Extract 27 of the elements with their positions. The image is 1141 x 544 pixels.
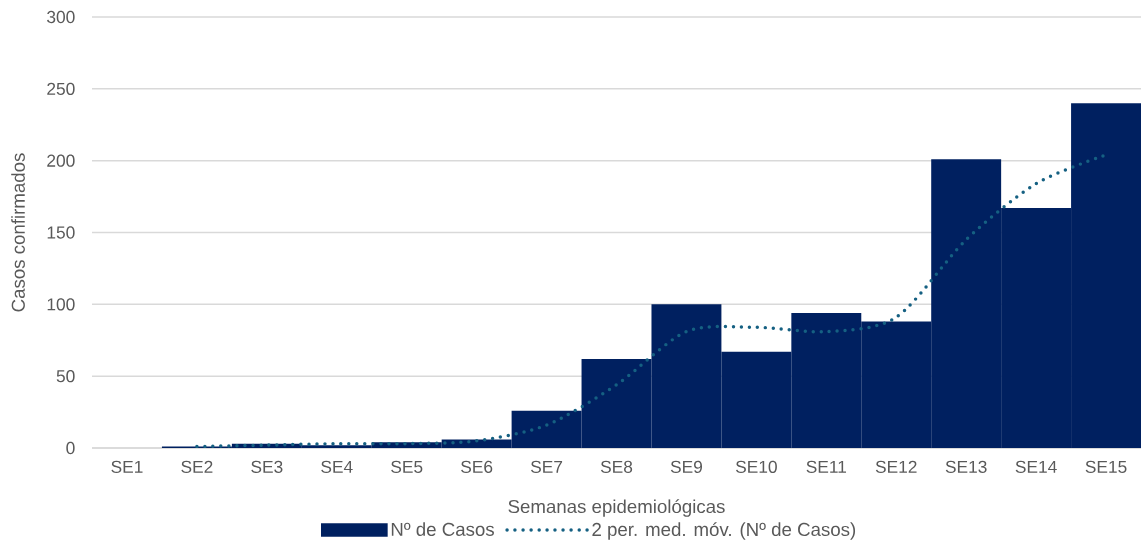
y-tick-label: 250 — [47, 82, 75, 95]
x-tick-label: SE6 — [461, 460, 493, 473]
y-tick-label: 150 — [47, 226, 75, 239]
x-tick-label: SE12 — [875, 460, 917, 473]
y-tick-label: 100 — [47, 298, 75, 311]
x-tick-label: SE9 — [670, 460, 703, 473]
x-tick-label: SE15 — [1085, 460, 1127, 473]
x-tick-label: SE14 — [1015, 460, 1057, 473]
x-tick-label: SE4 — [321, 460, 353, 473]
x-tick-label: SE2 — [181, 460, 213, 473]
x-tick-label: SE3 — [251, 460, 283, 473]
y-tick-label: 200 — [47, 154, 75, 167]
x-tick-label: SE10 — [735, 460, 777, 473]
x-tick-label: SE7 — [530, 460, 563, 473]
x-tick-label: SE1 — [111, 460, 143, 473]
y-tick-label: 300 — [47, 10, 75, 24]
y-axis-title: Casos confirmados — [11, 153, 25, 312]
x-tick-label: SE11 — [806, 460, 847, 473]
x-tick-label: SE8 — [600, 460, 633, 473]
x-tick-label: SE5 — [391, 460, 423, 473]
legend-label: Nº de Casos — [391, 522, 494, 536]
x-axis-title: Semanas epidemiológicas — [508, 499, 725, 517]
y-tick-label: 0 — [66, 441, 75, 455]
y-tick-label: 50 — [56, 370, 75, 383]
legend-label: 2 per. med. móv. (Nº de Casos) — [592, 522, 856, 540]
x-tick-label: SE13 — [945, 460, 987, 473]
line-series — [195, 153, 1108, 448]
